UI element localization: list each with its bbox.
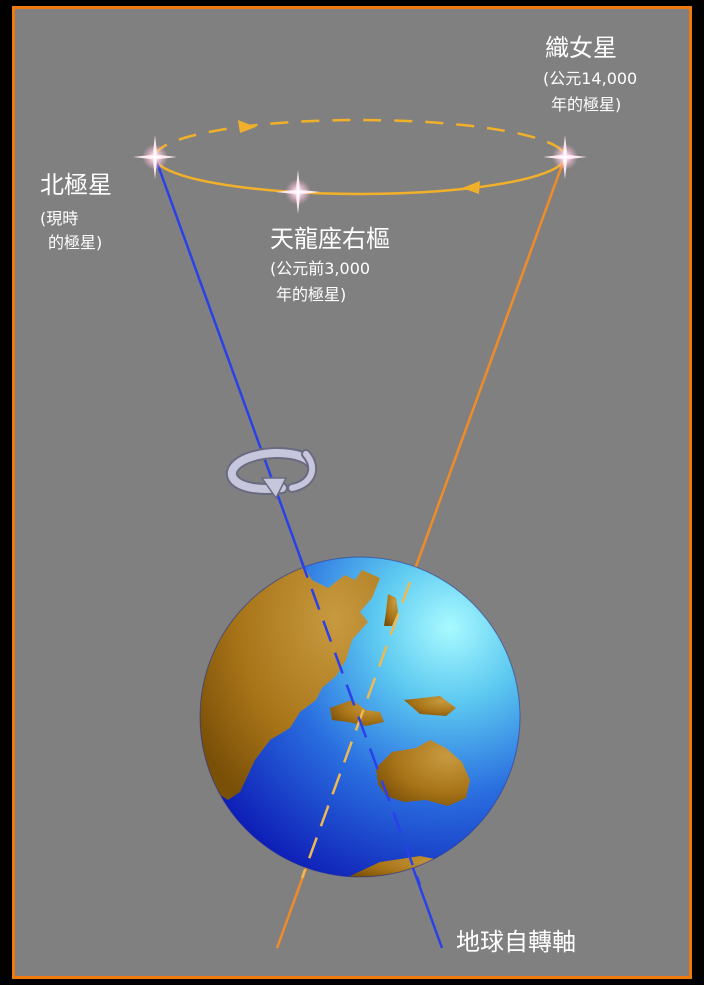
thuban-note-line2: 年的極星): [276, 285, 347, 304]
vega-name: 織女星: [545, 34, 617, 62]
earth-axis-through-earth: [298, 556, 422, 886]
new-guinea-island: [404, 696, 456, 716]
thuban-star-icon: [276, 170, 320, 214]
japan-island: [384, 594, 398, 626]
australia-landmass: [376, 740, 470, 806]
polaris-name: 北極星: [40, 171, 112, 199]
rotation-arrow-icon: [225, 447, 318, 500]
vega-note-line2: 年的極星): [551, 95, 622, 114]
vega-note-line1: (公元14,000: [543, 69, 638, 88]
thuban-note-line1: (公元前3,000: [270, 259, 371, 278]
thuban-name: 天龍座右樞: [270, 225, 390, 253]
earth-axis-label: 地球自轉軸: [456, 928, 576, 956]
indonesia-islands: [330, 700, 384, 726]
orbit-front-solid: [153, 156, 567, 196]
polaris-note-line1: (現時: [40, 209, 79, 228]
orbit-back-dashed: [153, 118, 567, 158]
orbit-arrow-icon: [238, 120, 256, 133]
orbit-arrow-icon: [462, 181, 480, 194]
asia-landmass: [200, 560, 380, 800]
vega-axis-through-earth: [300, 581, 412, 879]
polaris-note-line2: 的極星): [48, 233, 103, 252]
